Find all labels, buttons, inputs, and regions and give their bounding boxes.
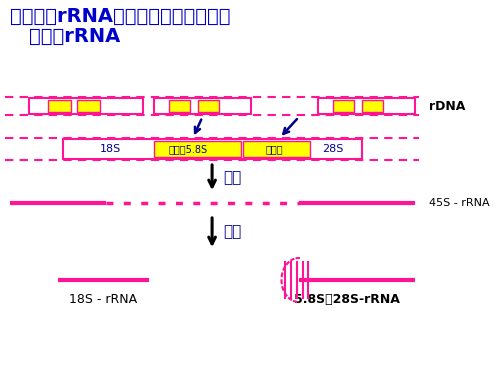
Text: 内含子5.8S: 内含子5.8S (168, 144, 207, 154)
Text: 18S: 18S (100, 144, 122, 154)
Text: 剪切: 剪切 (224, 225, 242, 240)
Text: 45S - rRNA: 45S - rRNA (429, 198, 490, 208)
Text: 二、真核rRNA前体经过剪接形成不同: 二、真核rRNA前体经过剪接形成不同 (10, 7, 230, 26)
Bar (154, 98, 250, 114)
Bar (243, 141, 310, 157)
Text: 类别的rRNA: 类别的rRNA (29, 27, 120, 46)
Text: 5.8S和28S-rRNA: 5.8S和28S-rRNA (294, 293, 400, 306)
Bar (62, 139, 362, 159)
Bar (198, 100, 219, 112)
Bar (48, 100, 72, 112)
Bar (77, 100, 100, 112)
Bar (29, 98, 142, 114)
Text: 18S - rRNA: 18S - rRNA (69, 293, 137, 306)
Bar (332, 100, 354, 112)
Bar (362, 100, 382, 112)
Bar (168, 100, 190, 112)
Bar (154, 141, 241, 157)
Text: 转录: 转录 (224, 171, 242, 186)
Text: 内含子: 内含子 (266, 144, 283, 154)
Bar (318, 98, 414, 114)
Text: 28S: 28S (322, 144, 344, 154)
Text: rDNA: rDNA (429, 99, 466, 112)
